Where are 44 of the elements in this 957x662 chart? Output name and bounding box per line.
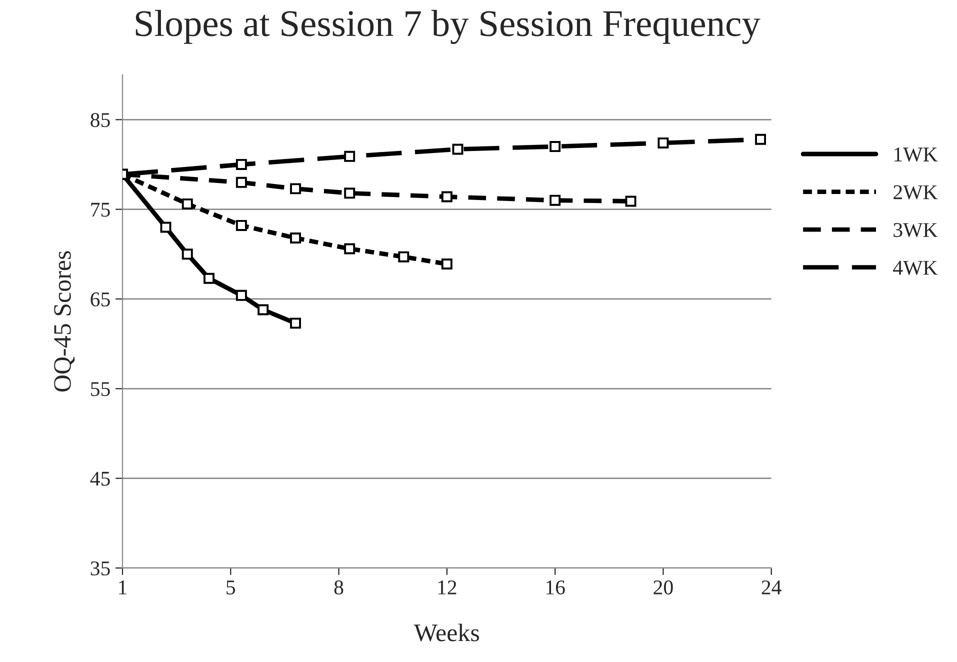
- point: [344, 243, 356, 254]
- point: [204, 272, 214, 284]
- x-tick-label: 5: [226, 580, 236, 594]
- x-tick-label: 16: [546, 580, 565, 594]
- x-tick-label: 24: [762, 580, 782, 594]
- legend-label: 4WK: [893, 260, 938, 275]
- point: [236, 290, 247, 301]
- y-tick-label: 35: [90, 561, 110, 576]
- point: [658, 137, 669, 148]
- x-tick-label: 20: [654, 580, 673, 594]
- point: [160, 222, 172, 233]
- point: [290, 318, 302, 329]
- legend-label: 1WK: [894, 148, 938, 162]
- y-tick-label: 45: [90, 472, 110, 486]
- point: [258, 304, 269, 316]
- x-tick-label: 8: [334, 580, 344, 594]
- point: [236, 158, 247, 170]
- x-tick-label: 12: [438, 580, 456, 594]
- x-tick-label: 1: [119, 580, 126, 594]
- point: [625, 196, 636, 207]
- y-tick-label: 75: [91, 202, 110, 217]
- point: [441, 191, 452, 202]
- legend-label: 2WK: [894, 185, 938, 200]
- point: [755, 134, 766, 145]
- legend-label: 3WK: [894, 223, 938, 238]
- point: [290, 232, 302, 244]
- point: [236, 220, 247, 231]
- point: [344, 150, 356, 162]
- point: [290, 183, 302, 194]
- y-tick-label: 55: [91, 382, 110, 396]
- point: [182, 198, 193, 210]
- chart-title: Slopes at Session 7 by Session Frequency: [136, 10, 760, 44]
- point: [452, 144, 464, 155]
- y-axis-title: OQ-45 Scores: [54, 251, 75, 392]
- point: [398, 251, 410, 262]
- point: [550, 141, 561, 152]
- y-tick-label: 85: [90, 113, 110, 128]
- point: [441, 258, 452, 270]
- point: [182, 248, 193, 260]
- point: [236, 176, 247, 188]
- point: [344, 188, 356, 199]
- x-axis-title: Weeks: [414, 624, 480, 642]
- point: [550, 194, 561, 206]
- y-tick-label: 65: [90, 292, 110, 306]
